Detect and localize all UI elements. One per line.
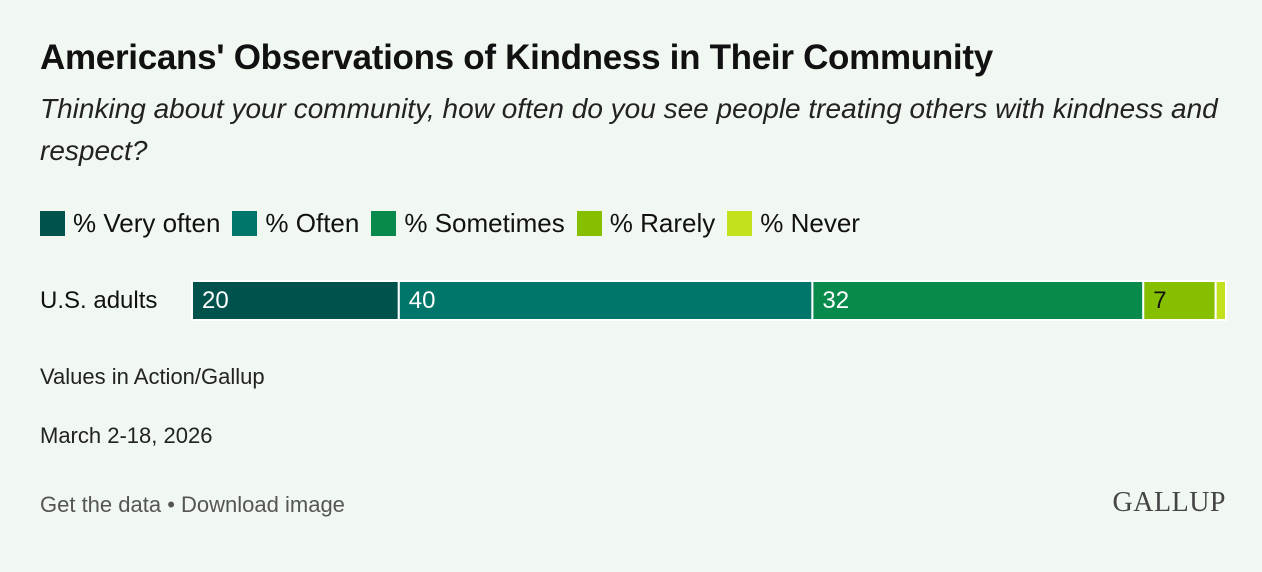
legend-swatch [727,211,753,236]
category-label: U.S. adults [40,287,157,314]
legend-label: % Often [265,208,360,238]
legend-item: % Often [232,208,359,239]
legend-swatch [371,211,397,236]
legend-label: % Rarely [609,208,716,238]
chart-title: Americans' Observations of Kindness in T… [40,38,993,77]
chart-subtitle: Thinking about your community, how often… [40,93,1218,166]
legend-item: % Rarely [576,208,716,239]
bar-segment [191,280,400,321]
chart: U.S. adults 20 40 32 7 [40,280,1228,321]
legend-swatch [232,211,258,236]
legend-label: % Very often [73,208,221,238]
link[interactable]: Download image [181,492,345,517]
separator: • [167,492,175,517]
bar-segment [1142,280,1217,321]
legend-swatch [40,211,65,236]
legend: % Very often % Often % Sometimes % Rarely % … [40,208,872,239]
source: Values in Action/Gallup [40,364,265,389]
bar-segment [1214,280,1228,321]
logo: GALLUP [1112,487,1226,518]
legend-label: % Sometimes [404,208,565,238]
dates: March 2-18, 2026 [40,423,213,448]
legend-label: % Never [760,208,860,238]
legend-item: % Very often [40,208,220,239]
data-label: 20 [202,287,229,314]
legend-item: % Sometimes [371,208,565,239]
data-label: 7 [1153,287,1166,314]
bar-segment [811,280,1145,321]
footer: Get the data • Download image [40,492,345,518]
data-label: 32 [822,287,849,314]
link[interactable]: Get the data [40,492,162,517]
data-label: 40 [409,287,436,314]
legend-item: % Never [727,208,860,239]
bar-segment [397,280,814,321]
legend-swatch [576,211,602,236]
